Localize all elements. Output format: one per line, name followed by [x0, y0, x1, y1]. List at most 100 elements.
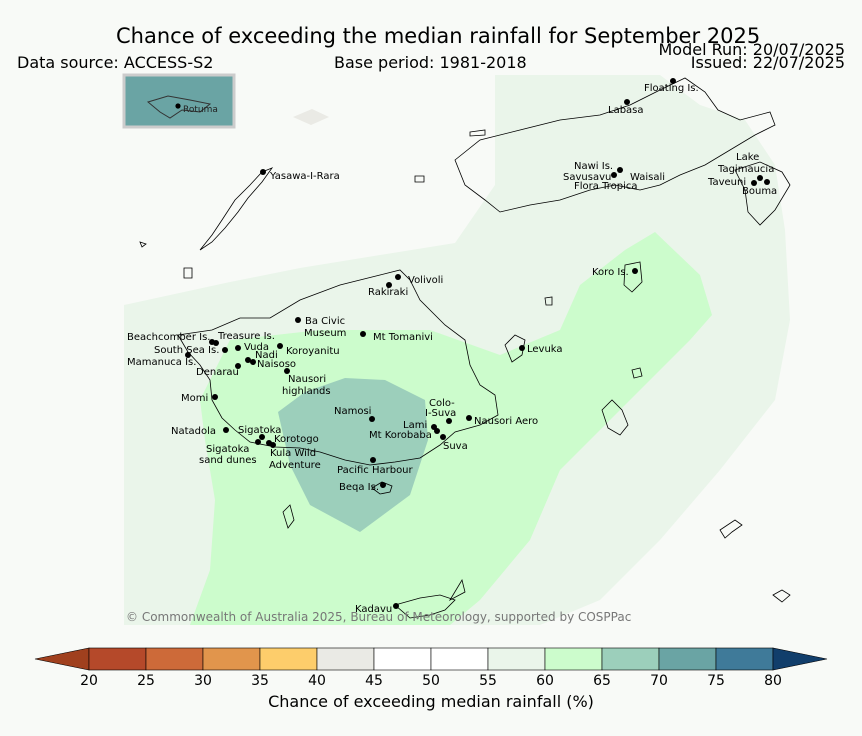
marker-nadi	[245, 357, 251, 363]
marker-rakiraki	[386, 282, 392, 288]
label-levuka: Levuka	[527, 344, 563, 355]
colorbar-cells	[88, 647, 774, 671]
label-pacific-harbour: Pacific Harbour	[337, 465, 414, 476]
island-north-5	[469, 129, 486, 137]
label-vuda: Vuda	[244, 342, 269, 353]
label-nausori: Nausori	[288, 374, 326, 385]
label-waisali: Waisali	[630, 172, 665, 183]
colorbar: 20 25 30 35 40 45 50 55 60 65 70 75 80	[34, 647, 828, 689]
label-volivoli: Volivoli	[408, 275, 443, 286]
marker-naisoso	[250, 359, 256, 365]
colorbar-extend-low	[34, 647, 90, 671]
marker-namosi	[369, 416, 375, 422]
label-korotogo: Korotogo	[274, 434, 319, 445]
label-floating-is: Floating Is.	[644, 83, 699, 94]
marker-suva	[440, 434, 446, 440]
label-mamanuca: Mamanuca Is.	[127, 357, 196, 368]
marker-nausori-aero	[466, 415, 472, 421]
colorbar-tick-label: 40	[308, 673, 326, 689]
marker-vuda	[235, 345, 241, 351]
colorbar-tick-label: 65	[593, 673, 611, 689]
place-markers	[185, 78, 770, 609]
label-beqa: Beqa Is.	[339, 482, 379, 493]
colorbar-tick-label: 70	[650, 673, 668, 689]
coastlines	[139, 77, 791, 619]
gau-coast	[601, 399, 629, 436]
marker-colo-i-suva	[446, 418, 452, 424]
label-labasa: Labasa	[608, 105, 644, 116]
colorbar-cell	[373, 647, 432, 671]
colorbar-cell	[658, 647, 717, 671]
label-denarau: Denarau	[196, 367, 239, 378]
marker-pacific-harbour	[370, 457, 376, 463]
label-momi: Momi	[181, 393, 208, 404]
label-natadola: Natadola	[171, 426, 216, 437]
vatulele-coast	[282, 504, 295, 529]
label-sigatoka: Sigatoka	[238, 425, 281, 436]
koro-coast	[623, 261, 643, 293]
marker-lake	[757, 175, 763, 181]
colorbar-ticks: 20 25 30 35 40 45 50 55 60 65 70 75 80	[80, 673, 782, 689]
marker-denarau	[235, 363, 241, 369]
marker-bouma	[764, 179, 770, 185]
marker-koro	[632, 268, 638, 274]
place-labels: Floating Is. Labasa Yasawa-I-Rara Nawi I…	[127, 83, 777, 615]
rotuma-island	[146, 95, 212, 119]
copyright-notice: © Commonwealth of Australia 2025, Bureau…	[126, 610, 632, 624]
label-i-suva: I-Suva	[425, 408, 456, 419]
label-koro: Koro Is.	[592, 267, 629, 278]
model-run: Model Run: 20/07/2025	[658, 40, 846, 59]
taveuni-coast	[734, 161, 791, 226]
label-beachcomber: Beachcomber Is.	[127, 332, 210, 343]
map-title: Chance of exceeding the median rainfall …	[116, 24, 761, 48]
marker-tomanivi	[360, 331, 366, 337]
label-bouma: Bouma	[742, 186, 777, 197]
island-north-3	[139, 241, 147, 248]
marker-levuka	[519, 345, 525, 351]
label-treasure: Treasure Is.	[217, 331, 275, 342]
band-60-65	[190, 232, 712, 625]
label-kadavu: Kadavu	[355, 604, 392, 615]
colorbar-cell	[202, 647, 261, 671]
island-north-1	[414, 175, 425, 183]
issued-date: Issued: 22/07/2025	[690, 53, 845, 72]
label-ba-civic: Ba Civic	[305, 316, 345, 327]
label-nadi: Nadi	[255, 350, 278, 361]
rotuma-label: Rotuma	[183, 105, 218, 115]
island-north-4	[544, 296, 553, 306]
colorbar-tick-label: 50	[422, 673, 440, 689]
marker-ba	[295, 317, 301, 323]
marker-south-sea	[222, 347, 228, 353]
label-flora-tropica: Flora Tropica	[574, 181, 637, 192]
vanua-levu-coast	[454, 77, 776, 213]
label-rakiraki: Rakiraki	[368, 287, 408, 298]
label-nawi: Nawi Is.	[574, 161, 613, 172]
colorbar-tick-label: 80	[764, 673, 782, 689]
label-yasawa: Yasawa-I-Rara	[269, 171, 340, 182]
island-east-1	[719, 519, 743, 539]
colorbar-tick-label: 60	[536, 673, 554, 689]
label-highlands: highlands	[282, 386, 331, 397]
marker-kula	[270, 442, 276, 448]
label-sigatoka-dunes-2: sand dunes	[199, 455, 257, 466]
marker-volivoli	[395, 274, 401, 280]
label-sigatoka-dunes-1: Sigatoka	[206, 444, 249, 455]
colorbar-tick-label: 75	[707, 673, 725, 689]
colorbar-tick-label: 35	[251, 673, 269, 689]
marker-sigatoka	[259, 434, 265, 440]
band-65-70	[278, 378, 428, 532]
marker-sigatoka-dunes	[255, 439, 261, 445]
marker-floating-is	[670, 78, 676, 84]
data-source: Data source: ACCESS-S2	[17, 53, 214, 72]
fiji-probability-map: Rotuma	[122, 73, 791, 625]
viti-levu-coast	[177, 269, 499, 466]
marker-nausori-hl	[284, 368, 290, 374]
marker-kadavu	[393, 603, 399, 609]
island-north-2	[183, 267, 193, 279]
beqa-coast	[371, 481, 393, 495]
marker-taveuni	[751, 180, 757, 186]
label-koroyanitu: Koroyanitu	[286, 346, 340, 357]
colorbar-tick-label: 30	[194, 673, 212, 689]
marker-savusavu	[611, 172, 617, 178]
label-savusavu: Savusavu	[563, 172, 611, 183]
